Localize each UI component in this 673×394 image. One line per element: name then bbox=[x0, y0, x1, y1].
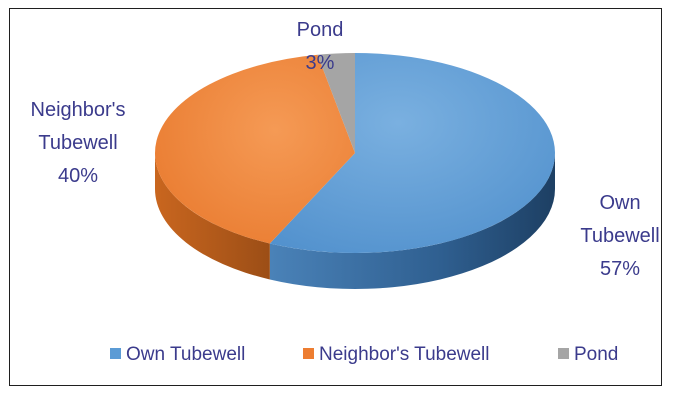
legend-item-own-tubewell: Own Tubewell bbox=[110, 344, 245, 365]
legend-label-own-tubewell: Own Tubewell bbox=[126, 344, 245, 365]
legend-swatch-neighbor-s-tubewell bbox=[303, 348, 314, 359]
legend-item-neighbor-s-tubewell: Neighbor's Tubewell bbox=[303, 344, 490, 365]
data-label-neighbor-s-tubewell: Neighbor's Tubewell 40% bbox=[31, 99, 126, 187]
legend-swatch-own-tubewell bbox=[110, 348, 121, 359]
pie-slice-pond bbox=[317, 53, 355, 153]
legend: Own Tubewell Neighbor's Tubewell Pond bbox=[110, 344, 618, 365]
legend-label-pond: Pond bbox=[574, 344, 618, 365]
pie-slice-own-tubewell bbox=[269, 53, 555, 254]
data-labels: Own Tubewell 57% Neighbor's Tubewell 40% Pond 3… bbox=[31, 19, 660, 280]
pie-chart: Own Tubewell 57% Neighbor's Tubewell 40% Pond 3… bbox=[31, 19, 660, 365]
data-label-own-tubewell: Own Tubewell 57% bbox=[580, 192, 659, 280]
pie-slice-neighbor-s-tubewell bbox=[154, 54, 355, 244]
pie-side-own-tubewell bbox=[269, 153, 555, 289]
chart-frame: Own Tubewell 57% Neighbor's Tubewell 40% Pond 3… bbox=[9, 8, 662, 386]
data-label-pond: Pond 3% bbox=[297, 19, 344, 74]
pie-side-neighbor-s-tubewell bbox=[155, 153, 270, 280]
pie-layer bbox=[154, 53, 555, 289]
legend-label-neighbor-s-tubewell: Neighbor's Tubewell bbox=[319, 344, 490, 365]
legend-item-pond: Pond bbox=[558, 344, 618, 365]
legend-swatch-pond bbox=[558, 348, 569, 359]
